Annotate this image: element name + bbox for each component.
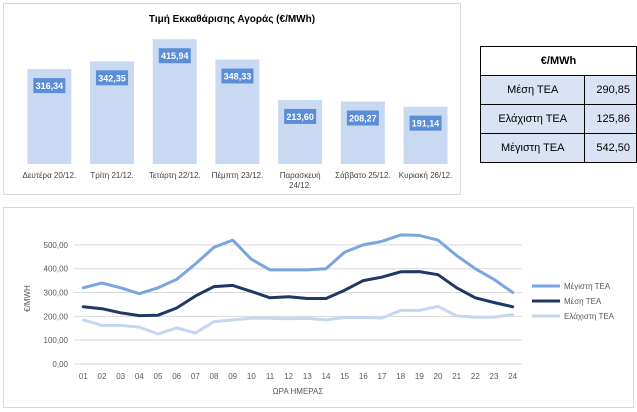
x-tick-label: 18 bbox=[396, 372, 405, 381]
data-label-box bbox=[158, 48, 191, 64]
category-label: Παρασκευή 24/12. bbox=[280, 171, 321, 190]
data-label: 316,34 bbox=[36, 81, 64, 91]
x-tick-label: 06 bbox=[172, 372, 181, 381]
stats-row-label-mean: Μέση ΤΕΑ bbox=[479, 75, 586, 105]
x-tick-label: 08 bbox=[210, 372, 219, 381]
x-tick-label: 04 bbox=[135, 372, 144, 381]
x-tick-label: 19 bbox=[415, 372, 424, 381]
line-chart: 0,00 100,00 200,00 300,00 400,00 500,00 01 02 03… bbox=[23, 233, 615, 396]
series-line bbox=[81, 233, 515, 296]
x-tick-label: 03 bbox=[116, 372, 125, 381]
category-label: Πέμπτη 23/12. bbox=[212, 171, 264, 180]
y-tick-label: 300,00 bbox=[44, 289, 69, 298]
line-chart-panel: 0,00 100,00 200,00 300,00 400,00 500,00 01 02 03… bbox=[3, 207, 634, 408]
stats-row-value-max: 542,50 bbox=[584, 133, 637, 163]
y-tick-label: 200,00 bbox=[44, 312, 69, 321]
stats-table: €/MWh Μέση ΤΕΑ 290,85 Ελάχιστη ΤΕΑ 125,8… bbox=[479, 46, 637, 163]
category-label: Σάββατο 25/12. bbox=[335, 171, 390, 180]
stats-row-label-max: Μέγιστη ΤΕΑ bbox=[479, 133, 586, 163]
data-label: 348,33 bbox=[224, 72, 252, 82]
data-label-box bbox=[33, 78, 66, 94]
x-tick-label: 24 bbox=[508, 372, 517, 381]
data-label-box bbox=[221, 68, 254, 84]
stats-table-header: €/MWh bbox=[480, 46, 637, 76]
data-label-box bbox=[284, 108, 317, 124]
x-axis-label: ΩΡΑ ΗΜΕΡΑΣ bbox=[273, 387, 324, 396]
data-label: 208,27 bbox=[349, 114, 377, 124]
x-tick-label: 20 bbox=[434, 372, 443, 381]
x-tick-label: 23 bbox=[490, 372, 499, 381]
x-tick-label: 16 bbox=[359, 372, 368, 381]
bar bbox=[403, 106, 448, 164]
category-label: Δευτέρα 20/12. bbox=[23, 171, 77, 180]
y-tick-label: 400,00 bbox=[44, 265, 69, 274]
x-tick-label: 13 bbox=[303, 372, 312, 381]
category-label: Κυριακή 26/12. bbox=[399, 171, 453, 180]
data-label: 415,94 bbox=[161, 51, 189, 61]
data-label: 191,14 bbox=[412, 119, 440, 129]
y-tick-label: 0,00 bbox=[52, 360, 68, 369]
y-tick-label: 500,00 bbox=[44, 241, 69, 250]
data-label-box bbox=[96, 70, 129, 86]
series-line bbox=[81, 304, 515, 336]
x-tick-label: 10 bbox=[247, 372, 256, 381]
legend-label: Μέση ΤΕΑ bbox=[564, 297, 602, 306]
x-tick-label: 05 bbox=[154, 372, 163, 381]
x-tick-label: 14 bbox=[322, 372, 331, 381]
data-label: 342,35 bbox=[98, 73, 126, 83]
data-label-box bbox=[409, 115, 442, 131]
x-tick-label: 17 bbox=[378, 372, 387, 381]
x-tick-label: 07 bbox=[191, 372, 200, 381]
category-label: Τετάρτη 22/12. bbox=[149, 171, 201, 180]
legend-label: Ελάχιστη ΤΕΑ bbox=[564, 312, 615, 321]
stats-row-value-min: 125,86 bbox=[584, 104, 637, 134]
x-tick-label: 11 bbox=[266, 372, 275, 381]
x-tick-label: 02 bbox=[98, 372, 107, 381]
data-label: 213,60 bbox=[286, 112, 314, 122]
y-axis-label: €/MWH bbox=[23, 285, 32, 312]
x-tick-label: 01 bbox=[79, 372, 88, 381]
x-tick-label: 15 bbox=[340, 372, 349, 381]
category-label: Τρίτη 21/12. bbox=[90, 171, 133, 180]
stats-row-label-min: Ελάχιστη ΤΕΑ bbox=[479, 104, 586, 134]
stats-row-value-mean: 290,85 bbox=[584, 75, 637, 105]
bar-chart-title: Τιμή Εκκαθάρισης Αγοράς (€/MWh) bbox=[149, 14, 315, 25]
y-tick-label: 100,00 bbox=[44, 336, 69, 345]
series-line bbox=[81, 270, 515, 318]
bar-chart-panel: Τιμή Εκκαθάρισης Αγοράς (€/MWh) 316,34 Δε… bbox=[3, 3, 461, 195]
legend-label: Μέγιστη ΤΕΑ bbox=[564, 282, 611, 291]
bar-chart: Τιμή Εκκαθάρισης Αγοράς (€/MWh) 316,34 Δε… bbox=[23, 14, 453, 190]
x-tick-label: 22 bbox=[471, 372, 480, 381]
x-tick-label: 09 bbox=[228, 372, 237, 381]
x-tick-label: 21 bbox=[452, 372, 461, 381]
data-label-box bbox=[346, 110, 379, 126]
x-tick-label: 12 bbox=[284, 372, 293, 381]
